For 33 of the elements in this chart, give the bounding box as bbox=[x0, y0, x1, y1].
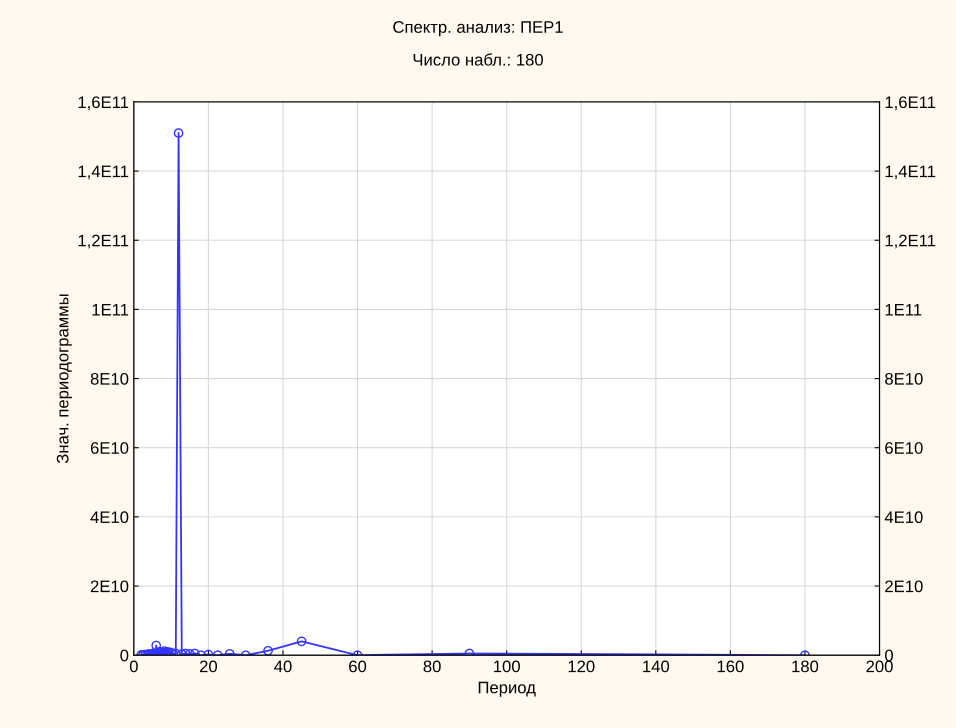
y2-tick-label: 2E10 bbox=[885, 580, 923, 592]
y-tick-label: 1,4E11 bbox=[78, 166, 128, 180]
x-axis-title: Период bbox=[478, 682, 536, 697]
y2-tick-label: 8E10 bbox=[885, 372, 923, 385]
y-tick-label: 1,2E11 bbox=[78, 234, 128, 248]
y2-tick-label: 4E10 bbox=[884, 511, 923, 524]
x-tick-label: 80 bbox=[424, 660, 441, 672]
y2-tick-label: 1,2E11 bbox=[886, 234, 936, 248]
y-tick-label: 0 bbox=[120, 650, 128, 662]
x-tick-label: 200 bbox=[866, 660, 893, 672]
y-tick-label: 4E10 bbox=[90, 511, 128, 524]
y2-tick-label: 1,6E11 bbox=[886, 96, 936, 110]
x-tick-label: 60 bbox=[349, 660, 366, 672]
y-tick-label: 6E10 bbox=[90, 442, 128, 454]
y-tick-label: 8E10 bbox=[90, 372, 128, 385]
x-tick-label: 180 bbox=[792, 660, 818, 672]
x-tick-label: 120 bbox=[568, 660, 594, 672]
y2-tick-label: 6E10 bbox=[885, 442, 923, 454]
chart-title: Спектр. анализ: ПЕР1 bbox=[393, 21, 563, 36]
y2-tick-label: 1,4E11 bbox=[886, 166, 936, 180]
x-tick-label: 40 bbox=[274, 660, 292, 672]
x-tick-label: 0 bbox=[130, 660, 138, 672]
x-tick-label: 140 bbox=[643, 660, 670, 672]
y-tick-label: 2E10 bbox=[90, 580, 128, 592]
x-tick-label: 20 bbox=[200, 660, 218, 672]
x-tick-label: 100 bbox=[494, 660, 520, 672]
x-tick-label: 160 bbox=[718, 660, 744, 672]
y-tick-label: 1,6E11 bbox=[78, 96, 128, 110]
y-tick-label: 1E11 bbox=[92, 304, 128, 316]
y-axis-title: Знач. периодограммы bbox=[56, 294, 72, 464]
y2-tick-label: 1E11 bbox=[886, 304, 922, 316]
chart-subtitle: Число набл.: 180 bbox=[414, 53, 543, 66]
y2-tick-label: 0 bbox=[885, 650, 893, 662]
